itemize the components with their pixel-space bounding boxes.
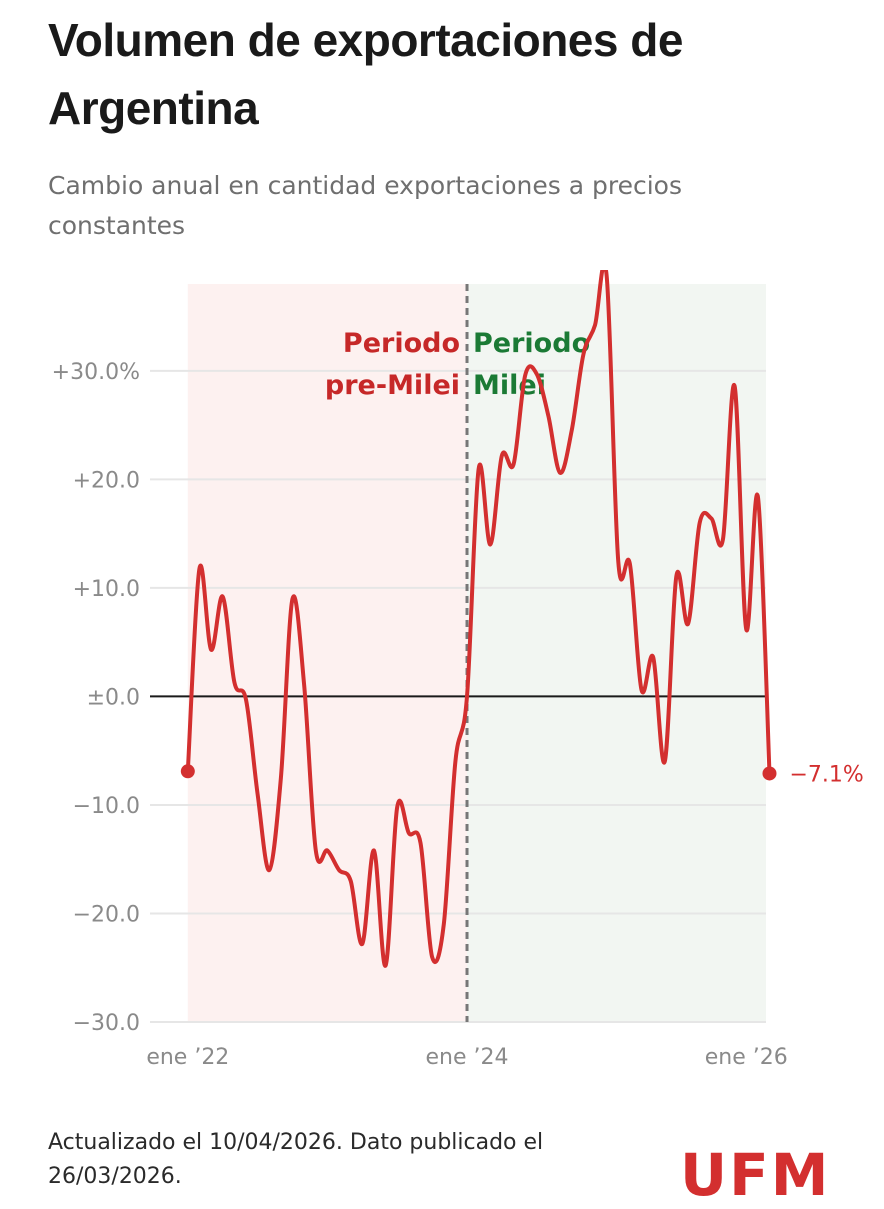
chart-title: Volumen de exportaciones de Argentina	[48, 14, 683, 134]
data-point	[535, 373, 538, 376]
data-point	[721, 538, 724, 541]
y-tick-label: −10.0	[73, 794, 140, 819]
data-point	[640, 688, 643, 691]
data-point	[547, 415, 550, 418]
data-point	[396, 806, 399, 809]
data-point	[244, 698, 247, 701]
data-point	[256, 793, 259, 796]
data-point	[756, 495, 759, 498]
x-tick-label: ene ’22	[146, 1045, 229, 1070]
data-point	[710, 517, 713, 520]
data-point	[303, 684, 306, 687]
data-point	[605, 274, 608, 277]
y-tick-label: ±0.0	[87, 685, 140, 710]
pre-milei-period-band	[187, 284, 468, 1022]
data-point	[617, 560, 620, 563]
data-point	[384, 964, 387, 967]
data-point	[198, 567, 201, 570]
milei-label-line2: Milei	[473, 370, 546, 401]
data-point	[431, 955, 434, 958]
data-point	[279, 776, 282, 779]
chart-subtitle: Cambio anual en cantidad exportaciones a…	[48, 171, 682, 240]
data-point	[500, 454, 503, 457]
y-tick-label: −30.0	[73, 1011, 140, 1036]
y-tick-label: −20.0	[73, 902, 140, 927]
endpoint-marker	[180, 764, 195, 779]
data-point	[675, 574, 678, 577]
pre-milei-label-line2: pre-Milei	[325, 370, 460, 401]
data-point	[477, 467, 480, 470]
data-point	[559, 471, 562, 474]
last-value-label: −7.1%	[789, 762, 863, 787]
data-point	[454, 760, 457, 763]
data-point	[582, 353, 585, 356]
data-point	[593, 324, 596, 327]
data-point	[466, 695, 469, 698]
data-point	[663, 760, 666, 763]
ufm-logo: UFM	[680, 1141, 831, 1209]
data-point	[419, 841, 422, 844]
data-point	[372, 849, 375, 852]
data-point	[570, 429, 573, 432]
data-point	[698, 521, 701, 524]
data-point	[442, 923, 445, 926]
data-point	[652, 656, 655, 659]
data-point	[512, 463, 515, 466]
data-point	[489, 543, 492, 546]
pre-milei-label-line1: Periodo	[343, 328, 460, 359]
data-point	[361, 942, 364, 945]
data-point	[745, 628, 748, 631]
y-tick-label: +30.0%	[52, 360, 140, 385]
data-point	[687, 622, 690, 625]
y-tick-label: +20.0	[73, 468, 140, 493]
x-tick-label: ene ’24	[426, 1045, 509, 1070]
milei-period-band	[467, 284, 766, 1022]
milei-label-line1: Periodo	[473, 328, 590, 359]
data-point	[349, 879, 352, 882]
y-tick-label: +10.0	[73, 577, 140, 602]
data-point	[524, 374, 527, 377]
data-point	[407, 832, 410, 835]
data-point	[221, 595, 224, 598]
endpoint-marker	[762, 766, 777, 781]
data-point	[233, 681, 236, 684]
data-point	[338, 869, 341, 872]
series-line	[185, 270, 772, 968]
data-point	[314, 849, 317, 852]
data-point	[291, 597, 294, 600]
data-point	[733, 385, 736, 388]
data-point	[326, 849, 329, 852]
x-tick-label: ene ’26	[705, 1045, 788, 1070]
data-point	[628, 563, 631, 566]
data-point	[210, 648, 213, 651]
data-point	[268, 869, 271, 872]
footer-note: Actualizado el 10/04/2026. Dato publicad…	[48, 1130, 544, 1189]
